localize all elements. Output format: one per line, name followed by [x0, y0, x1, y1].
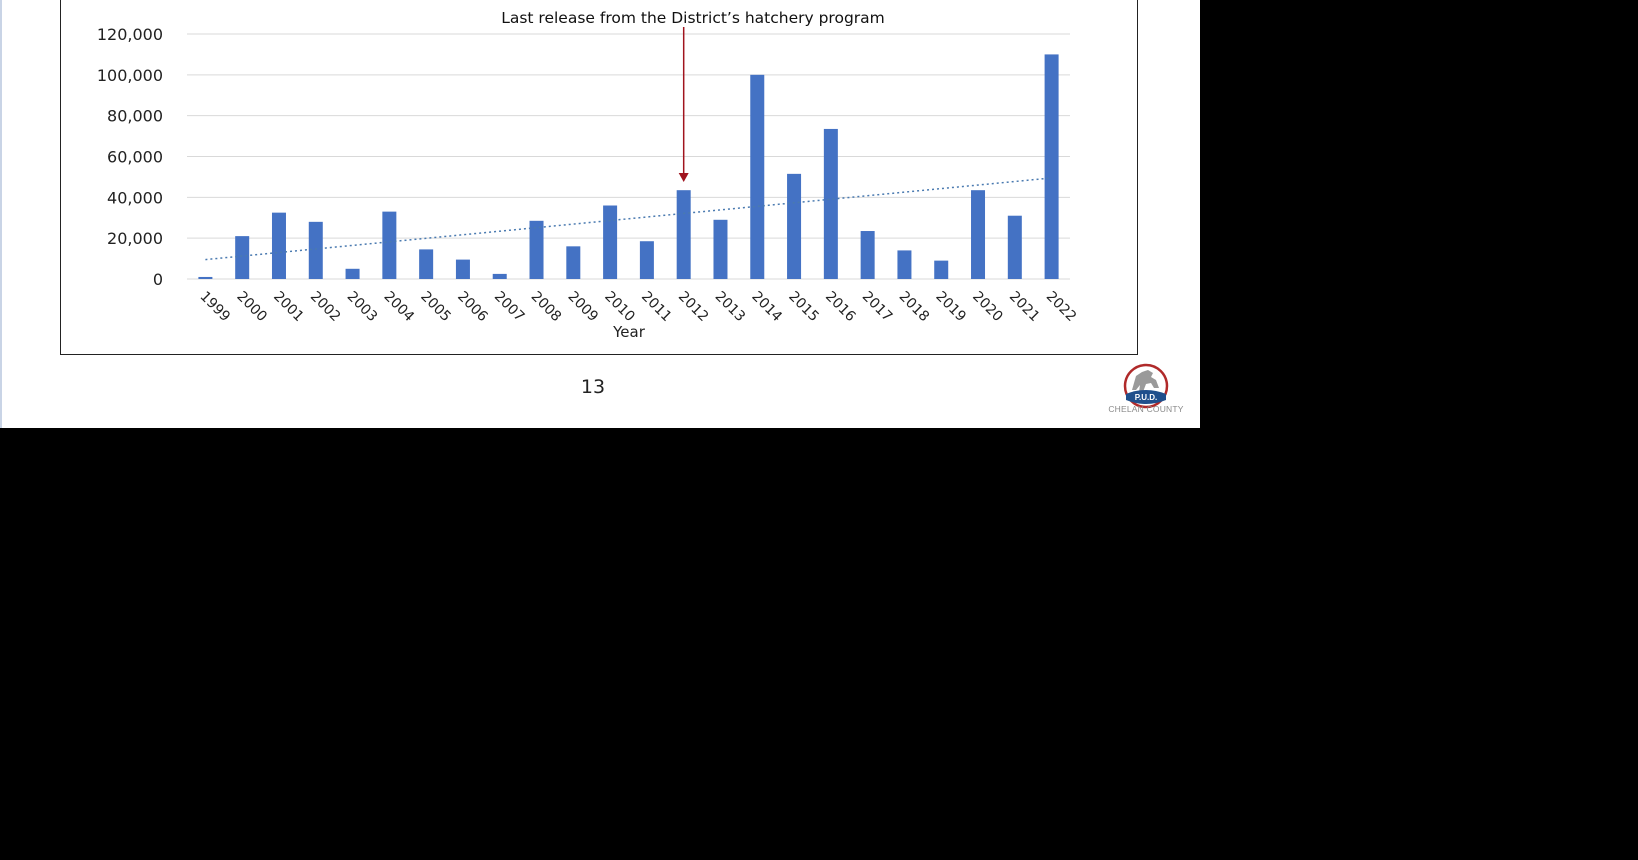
bar-2006 [455, 259, 470, 279]
x-tick-label: 2015 [785, 289, 822, 326]
bar-2005 [419, 249, 434, 279]
bar-2013 [713, 219, 728, 279]
x-axis-title: Year [612, 323, 646, 341]
bar-2000 [235, 236, 250, 279]
bar-2004 [382, 211, 397, 279]
bar-2003 [345, 268, 360, 279]
bars [198, 54, 1059, 279]
x-tick-label: 2017 [859, 289, 896, 326]
bar-2017 [860, 231, 875, 279]
bar-2007 [492, 273, 507, 279]
y-tick-label: 0 [153, 270, 163, 289]
bar-2011 [639, 241, 654, 279]
bar-2018 [897, 250, 912, 279]
x-tick-label: 2011 [638, 289, 675, 326]
svg-text:P.U.D.: P.U.D. [1135, 393, 1158, 402]
x-tick-label: 2010 [601, 289, 638, 326]
x-tick-label: 2018 [896, 289, 933, 326]
chart-frame [60, 0, 1138, 355]
bar-2012 [676, 190, 691, 279]
bar-chart: 020,00040,00060,00080,000100,000120,000 … [97, 9, 1080, 341]
x-tick-label: 2013 [712, 289, 749, 326]
y-tick-label: 20,000 [107, 229, 163, 248]
bar-2019 [934, 260, 949, 279]
x-tick-label: 1999 [197, 289, 234, 326]
x-tick-label: 2007 [491, 289, 528, 326]
x-tick-label: 2008 [528, 289, 565, 326]
bar-2015 [787, 173, 802, 279]
x-tick-label: 2002 [307, 289, 344, 326]
bar-1999 [198, 276, 213, 279]
bar-2020 [971, 190, 986, 279]
logo-caption: CHELAN COUNTY [1108, 404, 1184, 414]
bar-2010 [603, 205, 618, 279]
y-tick-label: 100,000 [97, 66, 163, 85]
page-number: 13 [580, 376, 606, 398]
bar-2009 [566, 246, 581, 279]
bar-2021 [1007, 215, 1022, 279]
x-axis-ticks: 1999 2000 2001 2002 2003 2004 2005 2006 2007 2008… [197, 289, 1080, 326]
x-tick-label: 2021 [1006, 289, 1043, 326]
x-tick-label: 2020 [969, 289, 1006, 326]
x-tick-label: 2006 [454, 289, 491, 326]
annotation-group: Last release from the District’s hatcher… [501, 9, 885, 182]
x-tick-label: 2005 [417, 289, 454, 326]
x-tick-label: 2001 [270, 289, 307, 326]
y-tick-label: 120,000 [97, 25, 163, 44]
x-tick-label: 2014 [748, 289, 785, 326]
x-tick-label: 2022 [1043, 289, 1080, 326]
bar-2016 [823, 128, 838, 279]
y-tick-label: 60,000 [107, 148, 163, 167]
y-tick-label: 40,000 [107, 188, 163, 207]
bar-2001 [271, 212, 286, 279]
x-tick-label: 2004 [381, 289, 418, 326]
bar-2014 [750, 74, 765, 279]
x-tick-label: 2016 [822, 289, 859, 326]
x-tick-label: 2019 [932, 289, 969, 326]
slide: 0 20,000 40,000 60,000 80,000 100,000 120,000 … [0, 0, 1200, 428]
y-tick-label: 80,000 [107, 107, 163, 126]
annotation-text: Last release from the District’s hatcher… [501, 9, 885, 27]
bar-2008 [529, 220, 544, 279]
x-tick-label: 2012 [675, 289, 712, 326]
x-tick-label: 2009 [564, 289, 601, 326]
y-axis-ticks: 0 20,000 40,000 60,000 80,000 100,000 120,000 [97, 25, 163, 289]
gridlines [187, 33, 1070, 280]
x-tick-label: 2000 [233, 289, 270, 326]
chelan-pud-logo: P.U.D. [1123, 363, 1169, 409]
trendline-group [205, 177, 1052, 261]
bar-2002 [308, 221, 323, 279]
x-tick-label: 2003 [344, 289, 381, 326]
slide-edge-line [0, 0, 2, 428]
bar-2022 [1044, 54, 1059, 279]
annotation-arrow-head [678, 173, 689, 182]
trendline [205, 177, 1052, 261]
